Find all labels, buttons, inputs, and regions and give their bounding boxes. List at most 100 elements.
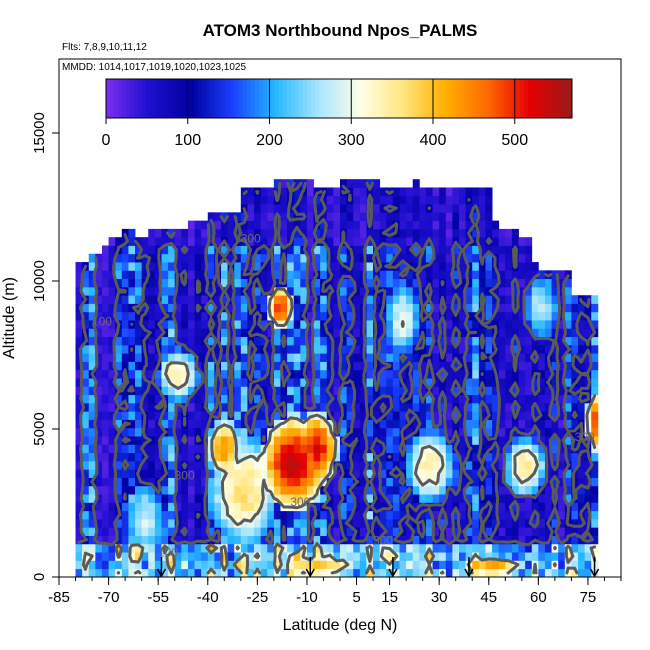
- heatmap-cell: [445, 237, 453, 246]
- heatmap-cell: [525, 427, 533, 437]
- heatmap-cell: [240, 262, 248, 271]
- colorbar-swatch: [443, 79, 448, 118]
- heatmap-cell: [505, 303, 513, 313]
- heatmap-cell: [386, 411, 394, 420]
- heatmap-cell: [313, 204, 321, 213]
- heatmap-cell: [531, 378, 539, 387]
- heatmap-cell: [525, 328, 533, 338]
- heatmap-cell: [326, 386, 334, 396]
- heatmap-cell: [571, 394, 579, 404]
- heatmap-cell: [406, 427, 414, 437]
- heatmap-cell: [214, 353, 222, 362]
- heatmap-cell: [472, 278, 480, 288]
- heatmap-cell: [353, 378, 361, 387]
- heatmap-cell: [181, 328, 189, 338]
- heatmap-cell: [82, 494, 90, 503]
- heatmap-cell: [459, 237, 467, 246]
- heatmap-cell: [465, 237, 473, 246]
- heatmap-cell: [260, 469, 268, 478]
- heatmap-cell: [333, 477, 341, 487]
- heatmap-cell: [280, 195, 288, 205]
- heatmap-cell: [75, 552, 83, 561]
- heatmap-cell: [174, 552, 182, 561]
- heatmap-cell: [181, 262, 189, 271]
- heatmap-cell: [432, 237, 440, 246]
- heatmap-cell: [498, 518, 506, 528]
- heatmap-cell: [472, 419, 480, 429]
- heatmap-cell: [544, 552, 552, 561]
- heatmap-cell: [485, 361, 493, 371]
- heatmap-cell: [260, 527, 268, 536]
- heatmap-cell: [333, 452, 341, 462]
- heatmap-cell: [551, 361, 559, 371]
- heatmap-cell: [273, 270, 281, 280]
- heatmap-cell: [240, 195, 248, 205]
- heatmap-cell: [135, 411, 143, 420]
- heatmap-cell: [558, 527, 566, 536]
- heatmap-cell: [333, 485, 341, 495]
- heatmap-cell: [485, 452, 493, 462]
- heatmap-cell: [220, 518, 228, 528]
- heatmap-cell: [181, 228, 189, 238]
- heatmap-cell: [518, 452, 526, 462]
- colorbar-swatch: [322, 79, 328, 118]
- heatmap-cell: [366, 444, 374, 454]
- heatmap-cell: [135, 494, 143, 503]
- heatmap-cell: [439, 394, 447, 404]
- heatmap-cell: [326, 353, 334, 362]
- heatmap-cell: [82, 270, 90, 280]
- heatmap-cell: [254, 328, 262, 338]
- heatmap-cell: [154, 502, 162, 512]
- heatmap-cell: [340, 336, 348, 346]
- heatmap-cell: [267, 262, 275, 271]
- heatmap-cell: [207, 502, 215, 512]
- heatmap-cell: [108, 535, 116, 545]
- heatmap-cell: [425, 187, 433, 197]
- heatmap-cell: [564, 311, 572, 321]
- heatmap-cell: [320, 510, 328, 520]
- heatmap-cell: [505, 336, 513, 346]
- heatmap-cell: [525, 419, 533, 429]
- heatmap-cell: [432, 204, 440, 213]
- heatmap-cell: [412, 386, 420, 396]
- heatmap-cell: [320, 361, 328, 371]
- heatmap-cell: [101, 270, 109, 280]
- heatmap-cell: [234, 311, 242, 321]
- heatmap-cell: [392, 502, 400, 512]
- heatmap-cell: [121, 303, 129, 313]
- heatmap-cell: [247, 411, 255, 420]
- heatmap-cell: [254, 419, 262, 429]
- colorbar-swatch: [222, 79, 228, 118]
- heatmap-cell: [531, 320, 539, 329]
- heatmap-cell: [578, 344, 586, 354]
- heatmap-cell: [425, 328, 433, 338]
- heatmap-cell: [485, 328, 493, 338]
- heatmap-cell: [373, 485, 381, 495]
- heatmap-cell: [174, 502, 182, 512]
- heatmap-cell: [406, 353, 414, 362]
- heatmap-cell: [492, 568, 500, 578]
- heatmap-cell: [214, 469, 222, 478]
- heatmap-cell: [419, 220, 427, 230]
- heatmap-cell: [333, 378, 341, 387]
- heatmap-cell: [492, 411, 500, 420]
- heatmap-cell: [326, 328, 334, 338]
- heatmap-cell: [300, 237, 308, 246]
- heatmap-cell: [406, 278, 414, 288]
- heatmap-cell: [340, 386, 348, 396]
- heatmap-cell: [187, 361, 195, 371]
- heatmap-cell: [293, 320, 301, 329]
- heatmap-cell: [240, 344, 248, 354]
- heatmap-cell: [201, 286, 209, 296]
- heatmap-cell: [346, 535, 354, 545]
- heatmap-cell: [591, 336, 599, 346]
- heatmap-cell: [141, 303, 149, 313]
- heatmap-cell: [207, 477, 215, 487]
- heatmap-cell: [240, 568, 248, 578]
- heatmap-cell: [121, 427, 129, 437]
- heatmap-cell: [95, 568, 103, 578]
- heatmap-cell: [505, 518, 513, 528]
- heatmap-cell: [75, 295, 83, 304]
- heatmap-cell: [392, 394, 400, 404]
- colorbar-swatch: [427, 79, 432, 118]
